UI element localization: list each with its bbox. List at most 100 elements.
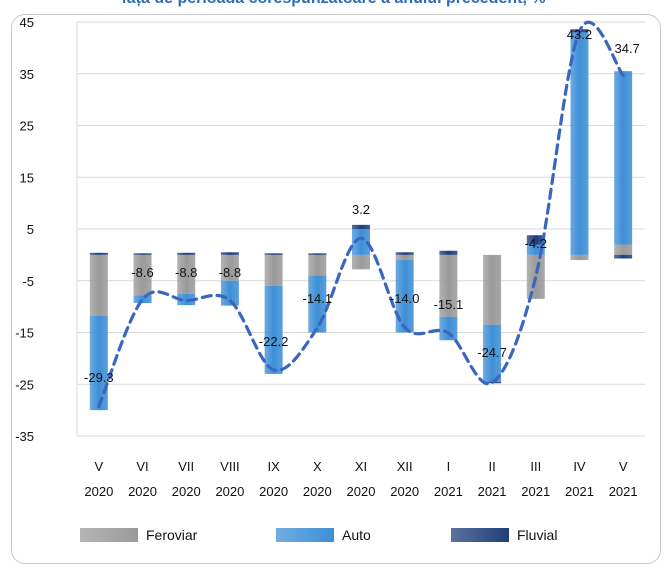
y-tick-label: -5: [22, 274, 34, 289]
x-tick-label: II: [488, 459, 495, 474]
legend-item-auto: Auto: [276, 522, 371, 548]
y-tick-label: 5: [27, 222, 34, 237]
x-tick-label: 2020: [128, 484, 157, 499]
x-tick-label: I: [447, 459, 451, 474]
x-tick-label: V: [95, 459, 104, 474]
x-tick-label: VII: [178, 459, 194, 474]
bar-auto: [483, 324, 502, 382]
x-tick-label: V: [619, 459, 628, 474]
bar-feroviar: [352, 254, 370, 270]
x-tick-label: 2021: [434, 484, 463, 499]
bar-fluvial: [264, 253, 283, 255]
bar-feroviar: [220, 254, 239, 281]
data-label: -14.1: [302, 291, 332, 306]
x-tick-label: 2020: [172, 484, 201, 499]
legend-label: Feroviar: [146, 527, 198, 543]
bar-feroviar: [614, 244, 633, 255]
data-label: -8.6: [131, 265, 153, 280]
x-tick-label: IX: [267, 459, 280, 474]
y-tick-label: 25: [20, 119, 34, 134]
y-tick-label: 45: [20, 15, 34, 30]
bar-feroviar: [308, 254, 327, 276]
bar-fluvial: [614, 254, 633, 259]
x-tick-label: 2021: [521, 484, 550, 499]
bar-auto: [526, 244, 545, 255]
x-tick-label: 2020: [347, 484, 376, 499]
bar-auto: [614, 71, 633, 245]
legend-item-feroviar: Feroviar: [80, 522, 197, 548]
bar-feroviar: [264, 254, 283, 286]
bar-feroviar: [395, 254, 414, 261]
x-tick-label: 2020: [390, 484, 419, 499]
data-label: -24.7: [477, 345, 507, 360]
data-label: 43.2: [567, 27, 592, 42]
total-line: [97, 20, 625, 409]
data-label: -4.2: [525, 236, 547, 251]
bar-auto: [177, 293, 196, 306]
data-labels: -29.3 -8.6 -8.8 -8.8 -22.2 -14.1 3.2 -14.0 -15.1…: [84, 27, 640, 385]
axes: 453525155-5-15-25-35V2020VI2020VII2020VI…: [15, 15, 637, 499]
legend: Feroviar Auto Fluvial: [0, 522, 667, 548]
bars: [89, 29, 633, 411]
bar-auto: [133, 295, 152, 304]
bar-auto: [264, 285, 283, 374]
chart-title: față de perioada corespunzătoare a anulu…: [0, 0, 667, 8]
bar-fluvial: [89, 252, 108, 255]
bar-fluvial: [526, 235, 545, 245]
y-tick-label: -15: [15, 326, 34, 341]
bar-auto: [439, 316, 458, 341]
data-label: -14.0: [390, 291, 420, 306]
data-label: 3.2: [352, 202, 370, 217]
x-tick-label: 2020: [84, 484, 113, 499]
total-series-line: [97, 20, 625, 409]
bar-auto: [220, 280, 239, 306]
data-label: -22.2: [259, 334, 289, 349]
x-tick-label: XI: [355, 459, 367, 474]
legend-swatch: [451, 528, 509, 542]
x-tick-label: 2021: [565, 484, 594, 499]
legend-swatch: [80, 528, 138, 542]
x-tick-label: III: [530, 459, 541, 474]
data-label: -8.8: [219, 265, 241, 280]
bar-auto: [352, 229, 370, 255]
x-tick-label: X: [313, 459, 322, 474]
bar-auto: [570, 32, 589, 255]
y-tick-label: -35: [15, 429, 34, 444]
bar-auto: [395, 260, 414, 333]
bar-feroviar: [439, 254, 458, 317]
bar-feroviar: [483, 254, 502, 325]
bar-fluvial: [352, 224, 370, 229]
grid-lines: [77, 21, 645, 437]
y-tick-label: -25: [15, 377, 34, 392]
y-tick-label: 35: [20, 67, 34, 82]
legend-item-fluvial: Fluvial: [451, 522, 557, 548]
bar-fluvial: [133, 253, 152, 255]
x-tick-label: IV: [573, 459, 586, 474]
x-tick-label: VI: [136, 459, 148, 474]
bar-fluvial: [177, 252, 196, 255]
x-tick-label: VIII: [220, 459, 240, 474]
bar-feroviar: [89, 254, 108, 316]
x-tick-label: 2021: [609, 484, 638, 499]
bar-fluvial: [308, 253, 327, 255]
legend-label: Fluvial: [517, 527, 558, 543]
data-label: -15.1: [434, 297, 464, 312]
bar-feroviar: [570, 254, 589, 261]
chart-plot: -29.3 -8.6 -8.8 -8.8 -22.2 -14.1 3.2 -14.0 -15.1…: [15, 15, 645, 499]
chart-frame: [11, 14, 661, 564]
x-tick-label: 2020: [259, 484, 288, 499]
bar-feroviar: [177, 254, 196, 294]
x-tick-label: 2021: [478, 484, 507, 499]
data-label: 34.7: [614, 41, 639, 56]
x-tick-label: 2020: [303, 484, 332, 499]
bar-fluvial: [220, 252, 239, 255]
x-tick-label: XII: [397, 459, 413, 474]
data-label: -29.3: [84, 370, 114, 385]
legend-swatch: [276, 528, 334, 542]
bar-fluvial: [395, 252, 414, 255]
y-tick-label: 15: [20, 170, 34, 185]
bar-fluvial: [439, 250, 458, 255]
bar-feroviar: [133, 254, 152, 296]
legend-label: Auto: [342, 527, 371, 543]
x-tick-label: 2020: [215, 484, 244, 499]
